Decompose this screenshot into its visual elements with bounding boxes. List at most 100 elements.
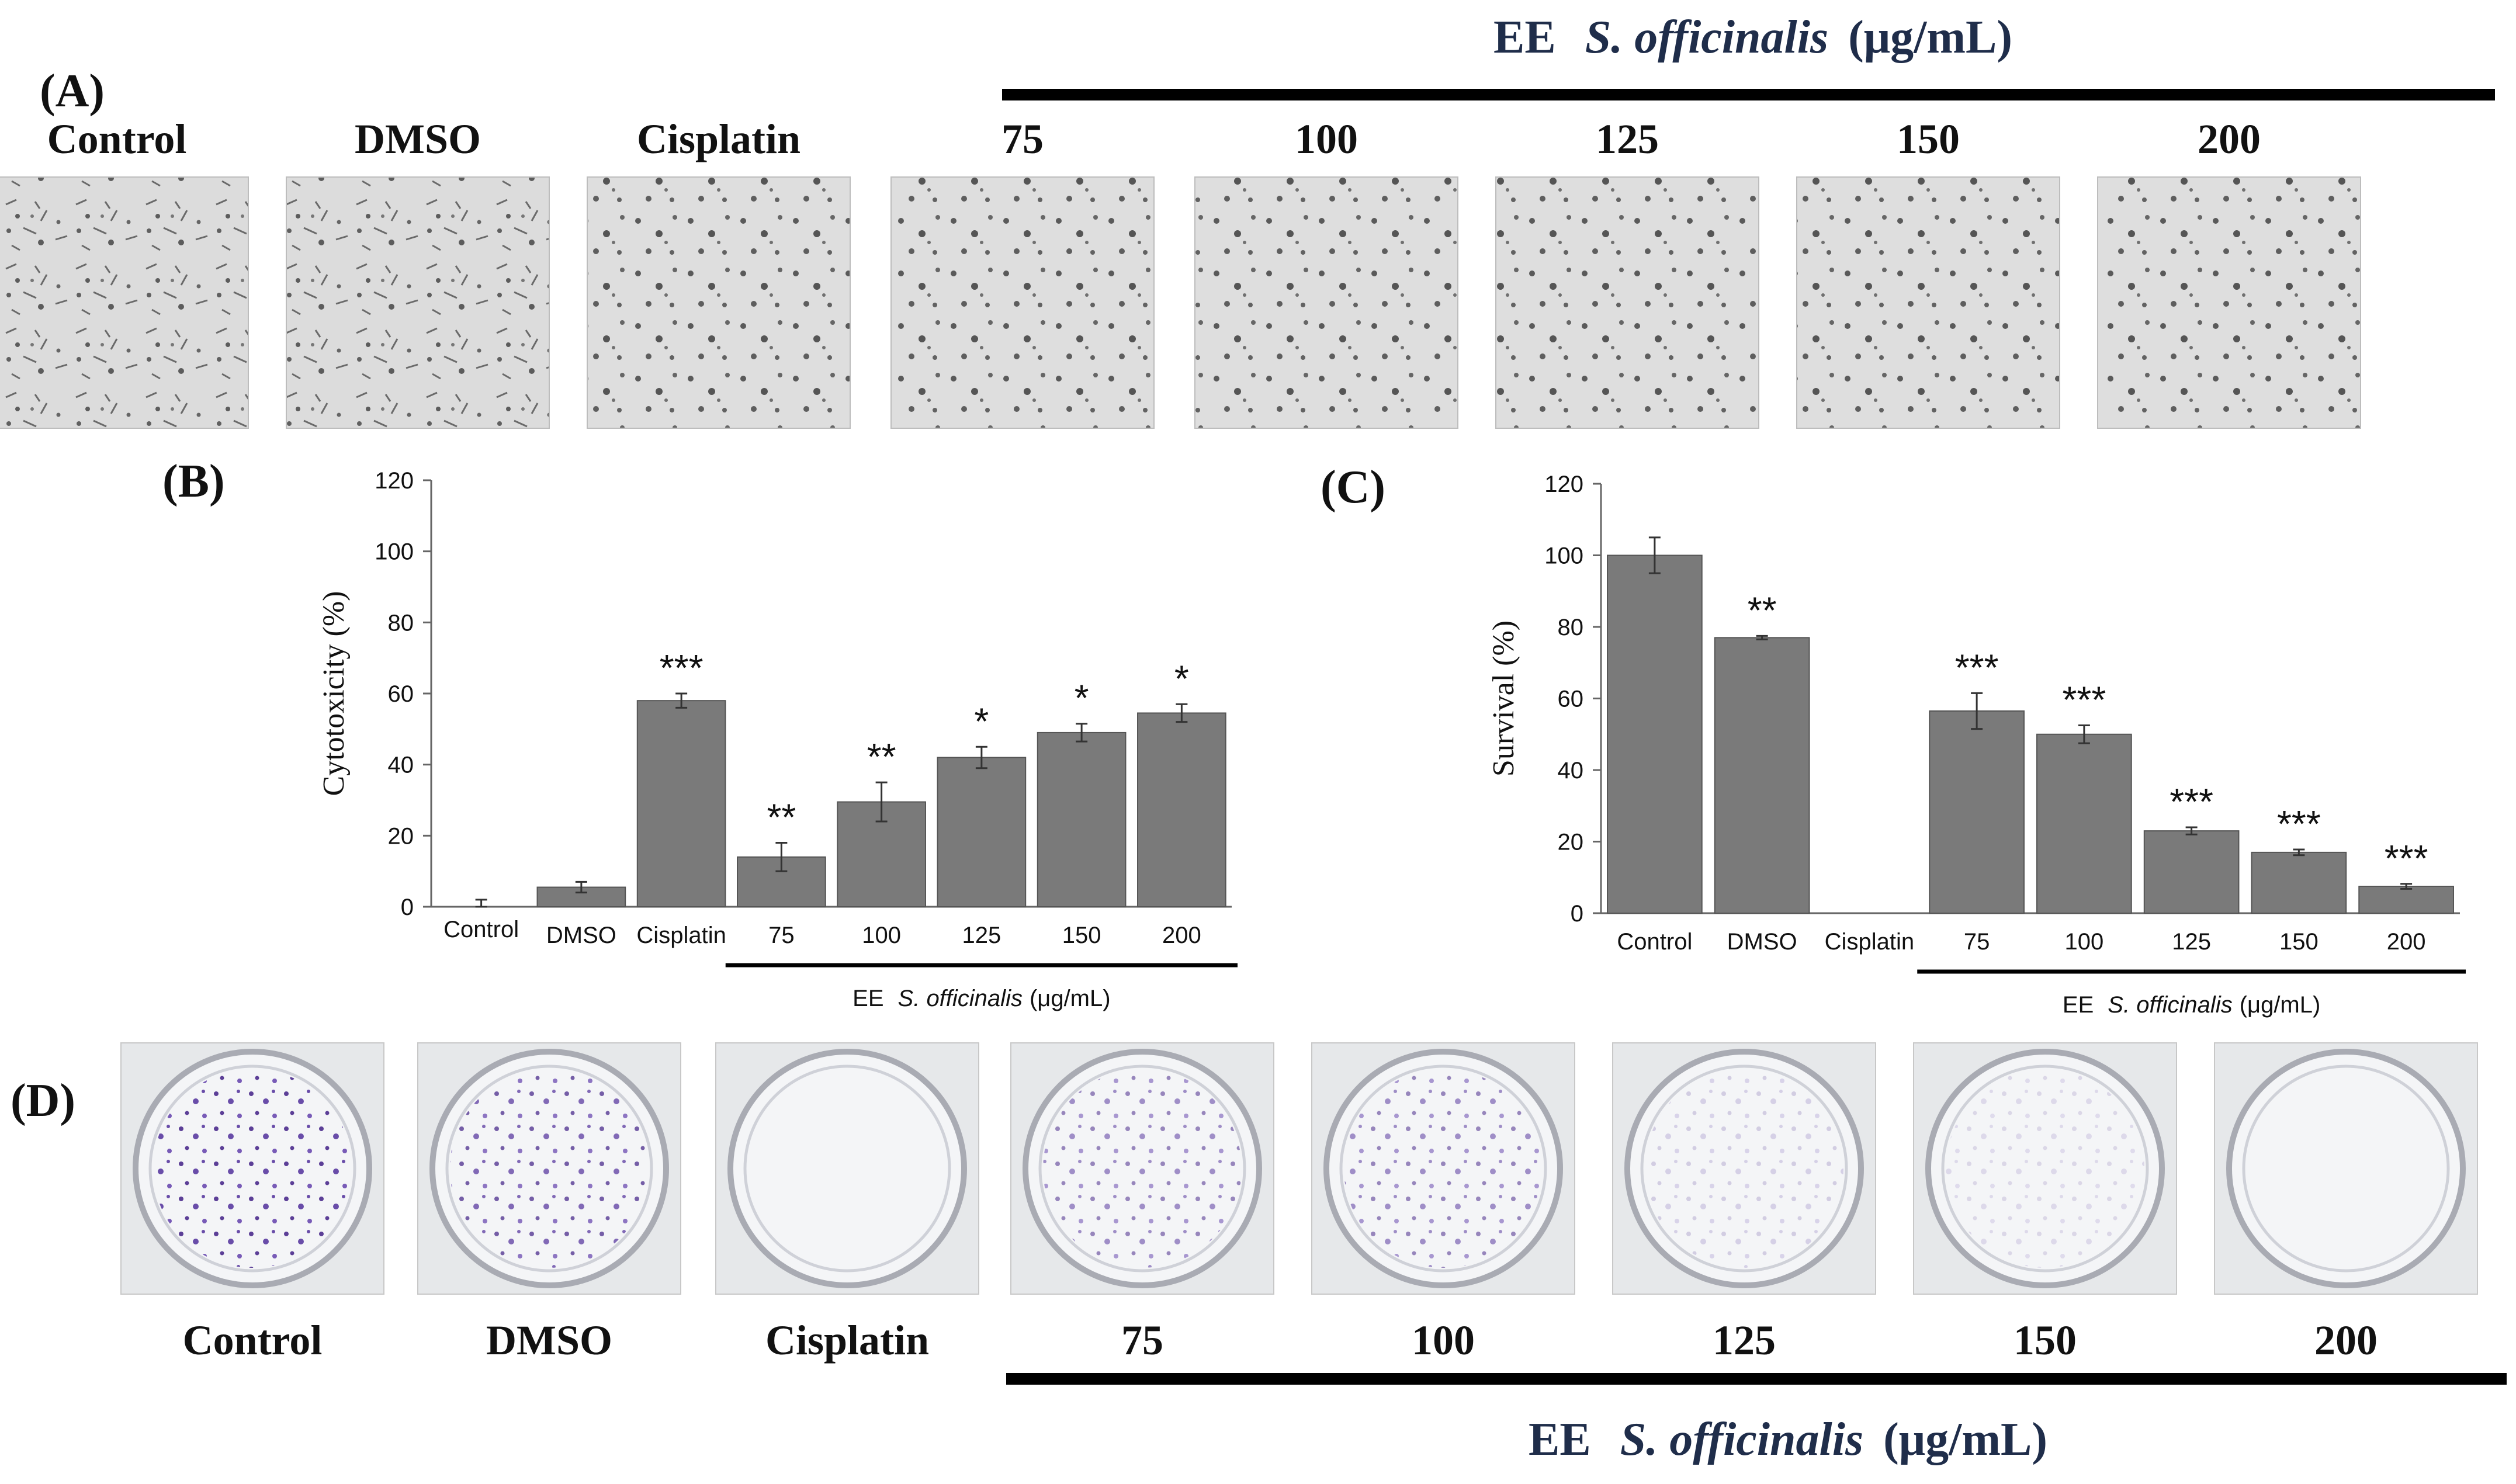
well-inner-rim bbox=[1941, 1065, 2149, 1273]
y-tick-label: 20 bbox=[388, 823, 414, 849]
crystal-violet-stain bbox=[1344, 1069, 1543, 1268]
panel-c-label: (C) bbox=[1321, 462, 1385, 513]
well-inner-rim bbox=[148, 1065, 356, 1273]
chart-b: 0 20 40 60 80 100 120 Cytotoxicity (%) Control DM… bbox=[317, 468, 1238, 1011]
panel-d-label: (D) bbox=[11, 1075, 75, 1126]
panel-b-label: (B) bbox=[162, 456, 225, 507]
bar-200 bbox=[1137, 712, 1226, 908]
panel-d-well-75 bbox=[1010, 1042, 1274, 1295]
x-tick-label-cisplatin: Cisplatin bbox=[1825, 929, 1914, 955]
y-tick-label: 20 bbox=[1558, 830, 1584, 855]
significance-125: * bbox=[974, 700, 989, 742]
panel-a-label: (A) bbox=[40, 65, 105, 117]
panel-a-micrograph-control bbox=[0, 176, 249, 429]
panel-d-label-200: 200 bbox=[2314, 1317, 2378, 1364]
panel-d-well-100 bbox=[1311, 1042, 1575, 1295]
treatment-species: S. officinalis bbox=[898, 986, 1023, 1011]
panel-d-treatment-label: EE S. officinalis (μg/mL) bbox=[1529, 1414, 2047, 1465]
bar-75 bbox=[1929, 710, 2025, 914]
significance-100: *** bbox=[2063, 678, 2106, 720]
y-tick-label: 0 bbox=[401, 894, 414, 920]
panel-d-footer: EE S. officinalis (μg/mL) bbox=[1006, 1373, 2507, 1465]
y-tick-label: 100 bbox=[1544, 543, 1583, 569]
treatment-unit: (μg/mL) bbox=[1883, 1414, 2047, 1465]
bar-125 bbox=[2143, 830, 2240, 914]
x-tick-label-125: 125 bbox=[2172, 929, 2211, 955]
significance-150: * bbox=[1075, 677, 1089, 719]
panel-d-well-200 bbox=[2214, 1042, 2478, 1295]
panel-a-micrograph-75 bbox=[890, 176, 1155, 429]
crystal-violet-stain bbox=[1645, 1069, 1843, 1268]
x-tick-label-dmso: DMSO bbox=[1727, 929, 1797, 955]
significance-150: *** bbox=[2277, 803, 2321, 845]
y-tick-label: 120 bbox=[375, 468, 414, 494]
x-tick-label-100: 100 bbox=[2065, 929, 2104, 955]
y-tick-label: 80 bbox=[388, 610, 414, 636]
significance-75: *** bbox=[1955, 646, 1999, 688]
x-tick-label-75: 75 bbox=[1964, 929, 1990, 955]
well-dish bbox=[727, 1049, 967, 1288]
bar-dmso bbox=[536, 886, 626, 907]
bar-200 bbox=[2358, 886, 2454, 914]
treatment-prefix: EE bbox=[1493, 12, 1556, 63]
x-tick-label-150: 150 bbox=[2279, 929, 2319, 955]
bar-125 bbox=[937, 757, 1027, 907]
well-inner-rim bbox=[1339, 1065, 1547, 1273]
crystal-violet-stain bbox=[450, 1069, 649, 1268]
significance-dmso: ** bbox=[1748, 589, 1777, 631]
panel-a-header: EE S. officinalis (μg/mL) bbox=[1002, 12, 2495, 100]
panel-a-label-75: 75 bbox=[1001, 116, 1044, 162]
treatment-prefix: EE bbox=[2063, 992, 2094, 1018]
crystal-violet-stain bbox=[1043, 1069, 1242, 1268]
y-axis-label: Cytotoxicity (%) bbox=[317, 591, 351, 796]
bar-150 bbox=[1037, 731, 1127, 907]
panel-a-label-200: 200 bbox=[2198, 116, 2261, 162]
x-tick-label-cisplatin: Cisplatin bbox=[636, 923, 726, 948]
significance-cisplatin: *** bbox=[660, 647, 703, 689]
x-tick-label-150: 150 bbox=[1062, 923, 1101, 948]
crystal-violet-stain bbox=[153, 1069, 352, 1268]
panel-a-label-control: Control bbox=[47, 116, 187, 162]
treatment-group-label: EE S. officinalis (μg/mL) bbox=[852, 986, 1110, 1011]
panel-a-micrograph-150 bbox=[1796, 176, 2060, 429]
bar-control bbox=[1607, 554, 1703, 914]
panel-a-label-150: 150 bbox=[1897, 116, 1960, 162]
bar-dmso bbox=[1714, 637, 1810, 914]
panel-a-micrograph-125 bbox=[1495, 176, 1759, 429]
panel-d-label-control: Control bbox=[183, 1317, 323, 1364]
significance-200: *** bbox=[2385, 837, 2428, 879]
panel-a-label-125: 125 bbox=[1596, 116, 1659, 162]
treatment-species: S. officinalis bbox=[2108, 992, 2232, 1018]
y-tick-label: 60 bbox=[1558, 686, 1584, 712]
treatment-group-label: EE S. officinalis (μg/mL) bbox=[2063, 992, 2320, 1018]
panel-d-label-dmso: DMSO bbox=[486, 1317, 612, 1364]
panel-d-images: Control DMSO Cisplatin 75 100 125 150 200 bbox=[120, 1042, 2478, 1364]
panel-a-treatment-label: EE S. officinalis (μg/mL) bbox=[1493, 12, 2012, 63]
panel-d-well-cisplatin bbox=[715, 1042, 979, 1295]
y-tick-label: 0 bbox=[1571, 901, 1583, 927]
well-inner-rim bbox=[743, 1065, 951, 1273]
crystal-violet-stain bbox=[1946, 1069, 2144, 1268]
y-tick-label: 80 bbox=[1558, 615, 1584, 640]
y-tick-label: 120 bbox=[1544, 471, 1583, 497]
panel-a-label-100: 100 bbox=[1295, 116, 1358, 162]
panel-d-well-control bbox=[120, 1042, 384, 1295]
panel-d-well-dmso bbox=[417, 1042, 681, 1295]
bar-100 bbox=[2036, 733, 2132, 914]
x-tick-label-control: Control bbox=[1617, 929, 1692, 955]
treatment-prefix: EE bbox=[852, 986, 883, 1011]
x-tick-label-200: 200 bbox=[2387, 929, 2426, 955]
panel-a-images: Control DMSO Cisplatin 75 100 125 150 200 bbox=[0, 116, 2361, 429]
x-tick-label-dmso: DMSO bbox=[546, 923, 616, 948]
panel-a-label-dmso: DMSO bbox=[355, 116, 481, 162]
treatment-prefix: EE bbox=[1529, 1414, 1591, 1465]
y-tick-label: 40 bbox=[1558, 758, 1584, 783]
x-tick-label-control: Control bbox=[443, 917, 519, 942]
well-inner-rim bbox=[2242, 1065, 2450, 1273]
treatment-unit: (μg/mL) bbox=[1030, 986, 1111, 1011]
panel-d-label-150: 150 bbox=[2014, 1317, 2077, 1364]
x-tick-label-125: 125 bbox=[962, 923, 1001, 948]
panel-a-label-cisplatin: Cisplatin bbox=[637, 116, 800, 162]
bar-150 bbox=[2251, 851, 2347, 914]
